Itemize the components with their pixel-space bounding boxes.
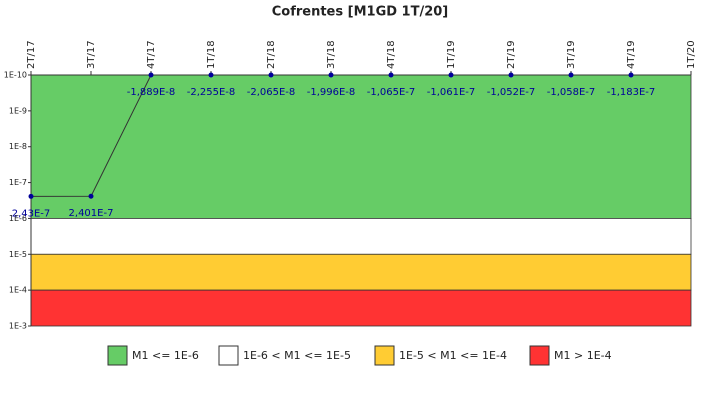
value-label: -1,052E-7 xyxy=(487,87,536,98)
data-point xyxy=(628,72,634,78)
chart-title: Cofrentes [M1GD 1T/20] xyxy=(272,5,449,20)
legend-swatch xyxy=(218,345,239,366)
y-tick-label: 1E-5 xyxy=(9,250,27,259)
y-tick-label: 1E-6 xyxy=(9,214,27,223)
legend-label: 1E-5 < M1 <= 1E-4 xyxy=(399,349,507,362)
value-label: 2,43E-7 xyxy=(12,208,51,219)
legend-label: M1 > 1E-4 xyxy=(554,349,612,362)
legend-label: 1E-6 < M1 <= 1E-5 xyxy=(243,349,351,362)
x-tick-label: 1T/19 xyxy=(446,40,457,69)
x-tick-label: 4T/19 xyxy=(626,40,637,69)
value-label: -2,065E-8 xyxy=(247,87,296,98)
data-point xyxy=(148,72,154,78)
data-point xyxy=(388,72,394,78)
band xyxy=(30,218,692,255)
value-label: -1,065E-7 xyxy=(367,87,416,98)
value-label: -2,255E-8 xyxy=(187,87,236,98)
x-tick-label: 4T/17 xyxy=(146,40,157,69)
y-tick-label: 1E-7 xyxy=(9,178,27,187)
data-point xyxy=(448,72,454,78)
x-tick-label: 4T/18 xyxy=(386,40,397,69)
data-point xyxy=(568,72,574,78)
y-tick-label: 1E-4 xyxy=(9,286,27,295)
data-point xyxy=(208,72,214,78)
value-label: -1,996E-8 xyxy=(307,87,356,98)
band xyxy=(30,253,692,291)
x-tick-label: 2T/18 xyxy=(266,40,277,69)
value-label: -1,889E-8 xyxy=(127,87,176,98)
data-point xyxy=(88,193,94,199)
legend-swatch xyxy=(107,345,128,366)
data-point xyxy=(28,193,34,199)
data-point xyxy=(268,72,274,78)
legend-label: M1 <= 1E-6 xyxy=(132,349,199,362)
value-label: -1,183E-7 xyxy=(607,87,656,98)
x-tick-label: 3T/17 xyxy=(86,40,97,69)
band xyxy=(30,74,692,219)
y-tick-label: 1E-10 xyxy=(4,71,27,80)
y-tick-label: 1E-3 xyxy=(9,322,27,331)
y-tick-label: 1E-8 xyxy=(9,142,27,151)
band xyxy=(30,289,692,327)
data-point xyxy=(328,72,334,78)
x-tick-label: 2T/19 xyxy=(506,40,517,69)
x-tick-label: 2T/17 xyxy=(26,40,37,69)
data-point xyxy=(508,72,514,78)
value-label: -1,058E-7 xyxy=(547,87,596,98)
legend-swatch xyxy=(374,345,395,366)
y-tick-label: 1E-9 xyxy=(9,106,27,115)
x-tick-label: 1T/18 xyxy=(206,40,217,69)
x-tick-label: 3T/18 xyxy=(326,40,337,69)
value-label: 2,401E-7 xyxy=(69,208,114,219)
x-tick-label: 1T/20 xyxy=(686,40,697,69)
value-label: -1,061E-7 xyxy=(427,87,476,98)
x-tick-label: 3T/19 xyxy=(566,40,577,69)
legend-swatch xyxy=(529,345,550,366)
